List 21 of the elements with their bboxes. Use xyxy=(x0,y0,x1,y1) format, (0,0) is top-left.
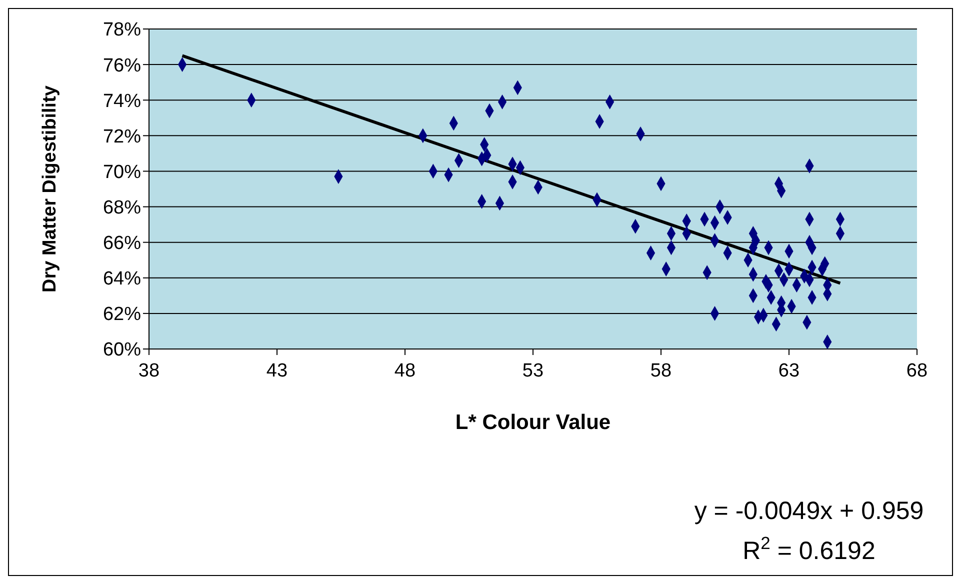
text: y = -0.0049x + 0.959 xyxy=(694,497,924,525)
y-tick-label: 70% xyxy=(102,162,142,183)
y-axis-title: Dry Matter Digestibility xyxy=(40,85,61,292)
x-tick-label: 63 xyxy=(778,360,800,382)
x-tick-label: 48 xyxy=(394,360,416,382)
y-tick-label: 60% xyxy=(102,340,142,361)
x-tick-label: 53 xyxy=(522,360,544,382)
y-tick-label: 76% xyxy=(102,55,142,76)
x-tick-label: 68 xyxy=(906,360,928,382)
y-tick-label: 62% xyxy=(102,304,142,326)
y-tick-label: 68% xyxy=(102,198,142,219)
x-axis-title: L* Colour Value xyxy=(455,411,611,434)
y-tick-label: 66% xyxy=(102,233,142,254)
y-tick-label: 72% xyxy=(102,126,142,148)
x-tick-label: 43 xyxy=(266,360,288,382)
text: R$^{2}$ = 0.6192 xyxy=(742,533,876,565)
x-tick-label: 38 xyxy=(138,360,160,382)
y-tick-label: 74% xyxy=(102,90,142,112)
x-tick-label: 58 xyxy=(650,360,672,382)
y-tick-label: 64% xyxy=(102,268,142,290)
y-tick-label: 78% xyxy=(102,20,142,41)
